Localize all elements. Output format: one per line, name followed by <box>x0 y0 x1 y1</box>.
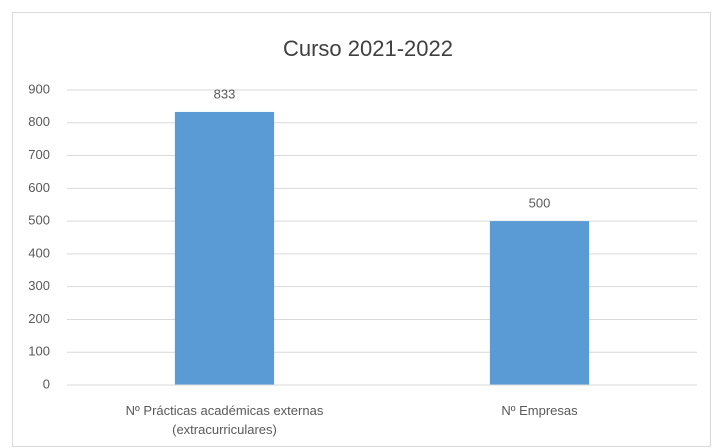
chart-frame <box>12 12 711 447</box>
data-label: 833 <box>214 86 236 101</box>
x-tick-label: Nº Empresas <box>501 403 578 418</box>
y-tick-label: 500 <box>28 213 50 228</box>
y-tick-label: 700 <box>28 147 50 162</box>
y-tick-label: 900 <box>28 81 50 96</box>
data-label: 500 <box>529 196 551 211</box>
y-tick-label: 0 <box>43 376 50 391</box>
y-tick-label: 100 <box>28 344 50 359</box>
y-tick-label: 300 <box>28 278 50 293</box>
y-tick-label: 800 <box>28 114 50 129</box>
chart-title: Curso 2021-2022 <box>283 36 453 61</box>
bar <box>489 221 590 385</box>
y-tick-label: 600 <box>28 180 50 195</box>
y-tick-label: 400 <box>28 245 50 260</box>
bar <box>174 111 275 385</box>
x-tick-label: Nº Prácticas académicas externas (extrac… <box>125 403 324 437</box>
y-tick-label: 200 <box>28 311 50 326</box>
